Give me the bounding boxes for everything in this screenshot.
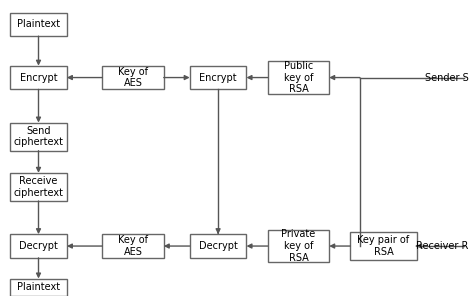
FancyBboxPatch shape — [102, 234, 164, 258]
FancyBboxPatch shape — [268, 61, 329, 94]
Text: Plaintext: Plaintext — [17, 19, 60, 29]
Text: Key pair of
RSA: Key pair of RSA — [357, 235, 410, 257]
Text: Send
ciphertext: Send ciphertext — [13, 126, 64, 148]
FancyBboxPatch shape — [102, 66, 164, 89]
FancyBboxPatch shape — [10, 173, 67, 201]
Text: Sender S: Sender S — [425, 72, 469, 83]
Text: Decrypt: Decrypt — [19, 241, 58, 251]
FancyBboxPatch shape — [10, 279, 67, 296]
FancyBboxPatch shape — [10, 234, 67, 258]
FancyBboxPatch shape — [190, 66, 246, 89]
Text: Plaintext: Plaintext — [17, 282, 60, 293]
FancyBboxPatch shape — [10, 12, 67, 36]
Text: Receiver R: Receiver R — [416, 241, 469, 251]
Text: Key of
AES: Key of AES — [118, 235, 148, 257]
Text: Private
key of
RSA: Private key of RSA — [281, 230, 316, 263]
FancyBboxPatch shape — [10, 123, 67, 151]
Text: Encrypt: Encrypt — [199, 72, 237, 83]
FancyBboxPatch shape — [350, 232, 417, 260]
Text: Receive
ciphertext: Receive ciphertext — [13, 176, 64, 198]
FancyBboxPatch shape — [268, 230, 329, 262]
Text: Encrypt: Encrypt — [20, 72, 57, 83]
Text: Key of
AES: Key of AES — [118, 67, 148, 88]
FancyBboxPatch shape — [10, 66, 67, 89]
Text: Public
key of
RSA: Public key of RSA — [284, 61, 313, 94]
FancyBboxPatch shape — [190, 234, 246, 258]
Text: Decrypt: Decrypt — [199, 241, 237, 251]
